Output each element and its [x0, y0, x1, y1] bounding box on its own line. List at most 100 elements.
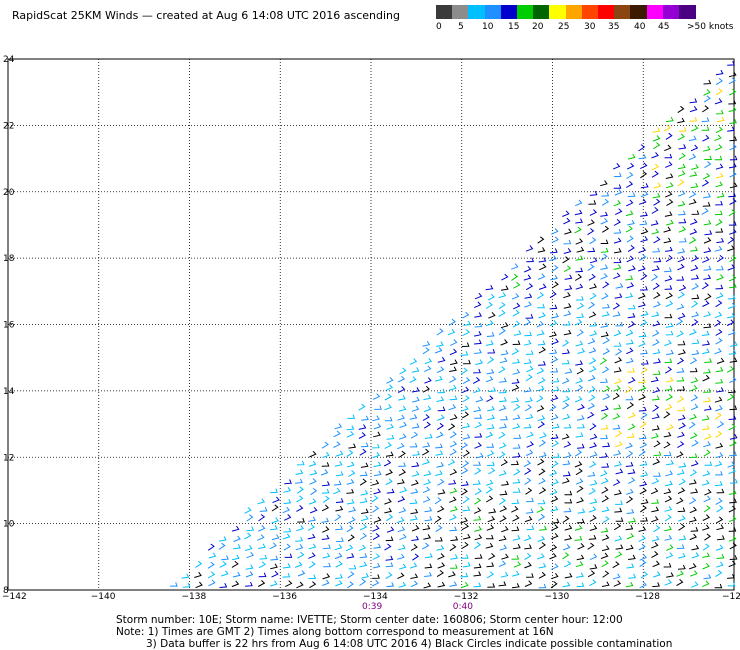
wind-barb: [384, 393, 392, 401]
wind-barb: [525, 245, 534, 252]
wind-barb: [716, 505, 724, 513]
wind-barb: [651, 163, 660, 171]
wind-barb: [613, 229, 622, 234]
wind-barb: [613, 342, 622, 347]
wind-barb: [411, 405, 420, 412]
wind-barb: [589, 283, 597, 290]
wind-barb: [397, 572, 405, 580]
wind-barb: [358, 424, 367, 430]
wind-barb: [449, 564, 458, 569]
wind-barb: [463, 562, 471, 568]
wind-barb: [486, 461, 495, 466]
wind-barb: [423, 582, 432, 589]
wind-barb: [625, 386, 633, 394]
wind-barb: [615, 321, 624, 327]
wind-barb: [612, 573, 621, 580]
wind-barb: [726, 319, 735, 326]
wind-barb: [627, 304, 636, 310]
wind-barb: [562, 395, 570, 403]
wind-barb: [487, 405, 495, 412]
wind-barb: [308, 460, 317, 467]
wind-barb: [399, 486, 408, 494]
wind-barb: [562, 552, 570, 560]
wind-barb: [652, 339, 660, 346]
wind-barb: [485, 486, 493, 494]
wind-barb: [245, 581, 253, 587]
wind-barb: [664, 153, 673, 159]
wind-barb: [460, 572, 469, 578]
wind-barb: [499, 357, 508, 364]
wind-barb: [309, 469, 318, 476]
wind-barb: [575, 238, 584, 245]
wind-barb: [601, 477, 609, 485]
wind-barb: [322, 526, 330, 533]
wind-barb: [525, 350, 534, 355]
wind-barb: [729, 255, 737, 263]
wind-barb: [562, 321, 571, 326]
wind-barb: [537, 553, 545, 560]
note-line-1: Note: 1) Times are GMT 2) Times along bo…: [116, 626, 554, 638]
wind-barb: [511, 555, 520, 560]
wind-barb: [728, 71, 737, 78]
wind-barb: [639, 460, 648, 466]
wind-barb: [271, 504, 279, 512]
wind-barb: [435, 450, 444, 456]
wind-barb: [588, 506, 597, 513]
wind-barb: [283, 498, 292, 505]
colorbar-swatch: [565, 5, 583, 19]
wind-barb: [360, 462, 369, 468]
wind-barb: [575, 283, 584, 290]
wind-barb: [283, 487, 291, 493]
wind-barb: [410, 431, 419, 439]
wind-barb: [703, 368, 711, 374]
wind-barb: [678, 226, 687, 233]
colorbar-swatch: [500, 5, 518, 19]
wind-barb: [715, 300, 723, 308]
wind-barb: [677, 441, 685, 449]
wind-barb: [589, 579, 597, 587]
wind-barb: [678, 144, 687, 150]
wind-barb: [729, 341, 738, 347]
wind-barb: [625, 357, 634, 364]
wind-barb: [297, 551, 305, 559]
wind-barb: [689, 328, 697, 336]
wind-barb: [628, 423, 636, 431]
wind-barb: [499, 397, 507, 403]
wind-barb: [564, 228, 572, 235]
wind-barb: [511, 273, 519, 281]
wind-barb: [345, 544, 354, 552]
wind-barb: [537, 535, 546, 542]
wind-barb: [551, 572, 559, 580]
wind-barb: [689, 98, 698, 104]
wind-barb: [651, 535, 660, 542]
wind-barb: [562, 256, 570, 264]
wind-barb: [704, 461, 713, 466]
wind-barb: [664, 579, 672, 586]
wind-barb: [422, 448, 430, 456]
wind-barb: [499, 544, 508, 551]
wind-barb: [374, 405, 382, 410]
wind-barb: [551, 518, 560, 524]
wind-barb: [676, 367, 685, 373]
wind-barb: [691, 319, 699, 327]
wind-barb: [462, 533, 471, 540]
wind-barb: [398, 395, 406, 401]
wind-barb: [463, 320, 471, 326]
wind-barb: [727, 581, 736, 587]
wind-barb: [587, 570, 596, 578]
wind-barb: [613, 172, 622, 178]
wind-barb: [448, 404, 457, 411]
wind-barb: [310, 487, 318, 496]
wind-barb: [422, 385, 430, 393]
colorbar-swatch: [614, 5, 632, 19]
wind-barb: [653, 257, 662, 263]
wind-barb: [601, 506, 610, 513]
wind-barb: [536, 292, 545, 300]
wind-barb: [551, 478, 559, 486]
wind-barb: [348, 506, 356, 513]
wind-barb: [373, 516, 382, 523]
wind-barb: [600, 217, 609, 225]
wind-barb: [601, 545, 610, 552]
wind-barb: [600, 247, 609, 253]
wind-barb: [678, 515, 686, 522]
